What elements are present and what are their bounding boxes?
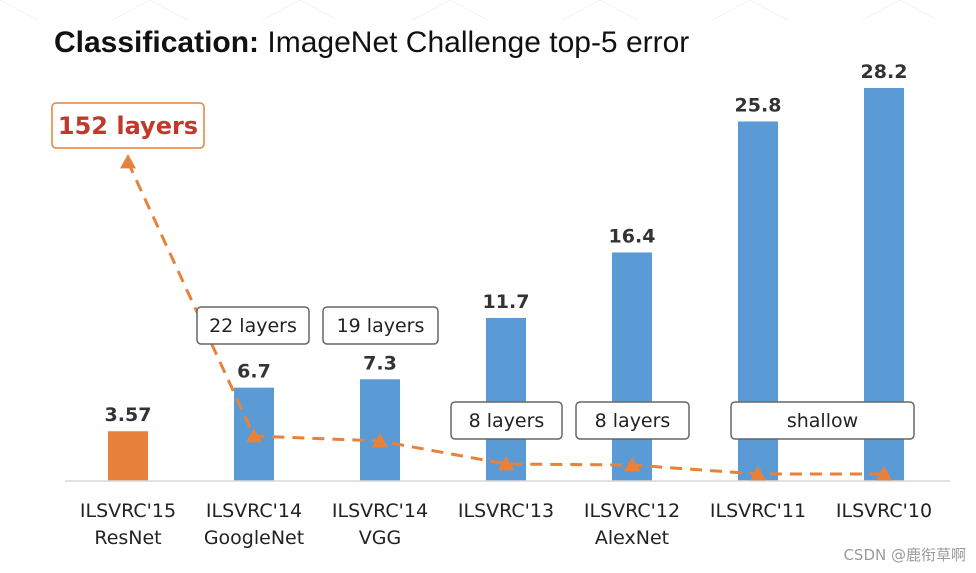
x-tick-label-2-0: ILSVRC'14	[332, 500, 428, 522]
x-tick-label-4-1: AlexNet	[595, 527, 669, 549]
bar-value-label-2: 7.3	[363, 352, 397, 374]
depth-marker-1	[246, 428, 262, 443]
chart-title-rest: ImageNet Challenge top-5 error	[259, 26, 690, 59]
x-tick-label-5-0: ILSVRC'11	[710, 500, 806, 522]
chart-title-bold: Classification:	[54, 26, 260, 59]
bar-value-label-1: 6.7	[237, 361, 271, 383]
bar-value-label-3: 11.7	[483, 291, 530, 313]
bar-4	[612, 252, 652, 481]
depth-annotation-label-2: 19 layers	[337, 315, 425, 337]
bar-value-label-0: 3.57	[105, 404, 152, 426]
depth-annotation-label-5: shallow	[787, 410, 858, 432]
x-tick-label-4-0: ILSVRC'12	[584, 500, 680, 522]
depth-annotation-box-4	[575, 401, 690, 440]
depth-marker-0	[120, 154, 136, 169]
depth-annotation-box-1	[196, 306, 310, 345]
depth-annotation-box-5	[730, 401, 915, 440]
x-tick-label-1-0: ILSVRC'14	[206, 500, 302, 522]
depth-annotation-box-2	[322, 306, 439, 345]
bar-value-label-6: 28.2	[861, 61, 908, 83]
depth-annotation-label-0: 152 layers	[58, 112, 198, 140]
bar-value-label-5: 25.8	[735, 94, 782, 116]
depth-marker-3	[498, 456, 514, 471]
x-tick-label-0-0: ILSVRC'15	[80, 500, 176, 522]
depth-annotation-label-1: 22 layers	[209, 315, 297, 337]
depth-marker-4	[624, 457, 640, 472]
depth-marker-2	[372, 433, 388, 448]
bar-3	[486, 317, 526, 481]
x-tick-label-6-0: ILSVRC'10	[836, 500, 932, 522]
background-pattern	[0, 0, 976, 20]
bar-value-label-4: 16.4	[609, 225, 656, 247]
depth-annotation-box-0	[51, 102, 205, 149]
x-tick-label-1-1: GoogleNet	[204, 527, 304, 549]
watermark: CSDN @鹿衔草啊	[843, 546, 966, 564]
x-tick-label-2-1: VGG	[359, 527, 401, 549]
x-tick-label-3-0: ILSVRC'13	[458, 500, 554, 522]
depth-marker-6	[876, 466, 892, 481]
depth-marker-5	[750, 466, 766, 481]
bar-2	[360, 379, 400, 481]
bar-0	[108, 431, 148, 481]
x-tick-label-0-1: ResNet	[94, 527, 161, 549]
depth-annotation-label-4: 8 layers	[595, 410, 671, 432]
chart-title: Classification: ImageNet Challenge top-5…	[54, 26, 689, 60]
depth-annotation-box-3	[450, 401, 563, 440]
depth-annotation-label-3: 8 layers	[469, 410, 545, 432]
